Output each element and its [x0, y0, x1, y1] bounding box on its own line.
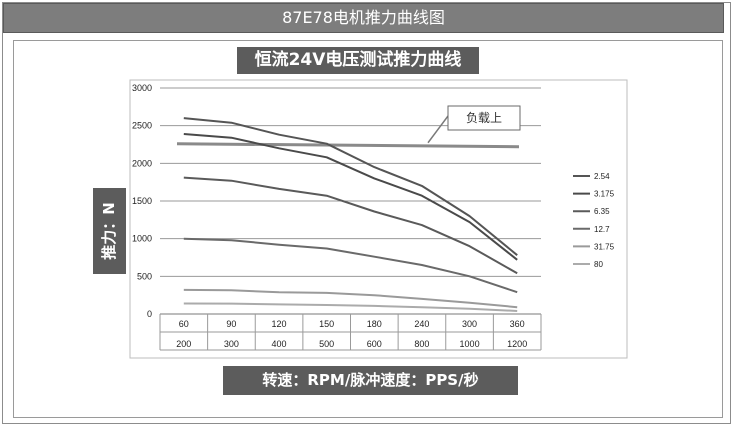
reference-callout-leader: [427, 115, 449, 144]
series-line-31.75: [183, 288, 518, 309]
x-axis-table: 60 90 120 150 180 240 300 360 200 300 400 500 600 800…: [159, 313, 542, 351]
y-tick-label: 3000: [132, 83, 152, 93]
series-line-80: [183, 302, 518, 312]
x-tick-label-rpm: 300: [462, 319, 477, 329]
x-tick-label-rpm: 360: [510, 319, 525, 329]
y-axis-label-box: [93, 188, 126, 274]
reference-line-group: 负载上: [176, 105, 521, 149]
y-tick-label: 2500: [132, 121, 152, 131]
y-tick-label: 500: [137, 271, 152, 281]
chart-title: 恒流24V电压测试推力曲线: [237, 47, 479, 74]
legend-label-80: 80: [594, 260, 603, 269]
series-line-12.7: [183, 237, 518, 294]
legend-label-6.35: 6.35: [594, 207, 610, 216]
legend-label-31.75: 31.75: [594, 242, 615, 251]
reference-line-label: 负载上: [466, 111, 502, 125]
series-line-2.54: [183, 117, 518, 256]
page-title: 87E78电机推力曲线图: [3, 3, 724, 33]
reference-line: [176, 142, 520, 149]
x-tick-label-pps: 500: [319, 339, 334, 349]
x-tick-label-pps: 600: [367, 339, 382, 349]
legend-label-2.54: 2.54: [594, 172, 610, 181]
series-line-3.175: [183, 133, 518, 261]
grid-lines: [160, 87, 541, 277]
reference-callout-box: [447, 105, 521, 131]
x-tick-label-rpm: 60: [179, 319, 189, 329]
x-tick-label-pps: 400: [272, 339, 287, 349]
y-tick-label: 0: [147, 309, 152, 319]
x-tick-label-rpm: 180: [367, 319, 382, 329]
series-line-6.35: [183, 176, 518, 275]
series-lines: [183, 117, 518, 312]
chart-area: [129, 79, 628, 359]
x-axis-label: 转速：RPM/脉冲速度：PPS/秒: [223, 366, 518, 395]
y-tick-label: 1000: [132, 234, 152, 244]
legend-label-12.7: 12.7: [594, 225, 610, 234]
x-tick-label-pps: 200: [176, 339, 191, 349]
x-tick-label-rpm: 90: [226, 319, 236, 329]
legend: 2.54 3.175 6.35 12.7 31.75 80: [573, 172, 615, 269]
x-tick-label-pps: 1000: [460, 339, 480, 349]
legend-label-3.175: 3.175: [594, 190, 615, 199]
y-tick-label: 1500: [132, 196, 152, 206]
x-tick-label-pps: 800: [414, 339, 429, 349]
x-tick-label-pps: 300: [224, 339, 239, 349]
x-tick-label-rpm: 120: [272, 319, 287, 329]
x-tick-label-rpm: 150: [319, 319, 334, 329]
x-tick-label-pps: 1200: [507, 339, 527, 349]
x-tick-label-rpm: 240: [414, 319, 429, 329]
y-tick-label: 2000: [132, 158, 152, 168]
axis-ticks: 0 500 1000 1500 2000 2500 3000: [132, 83, 152, 319]
